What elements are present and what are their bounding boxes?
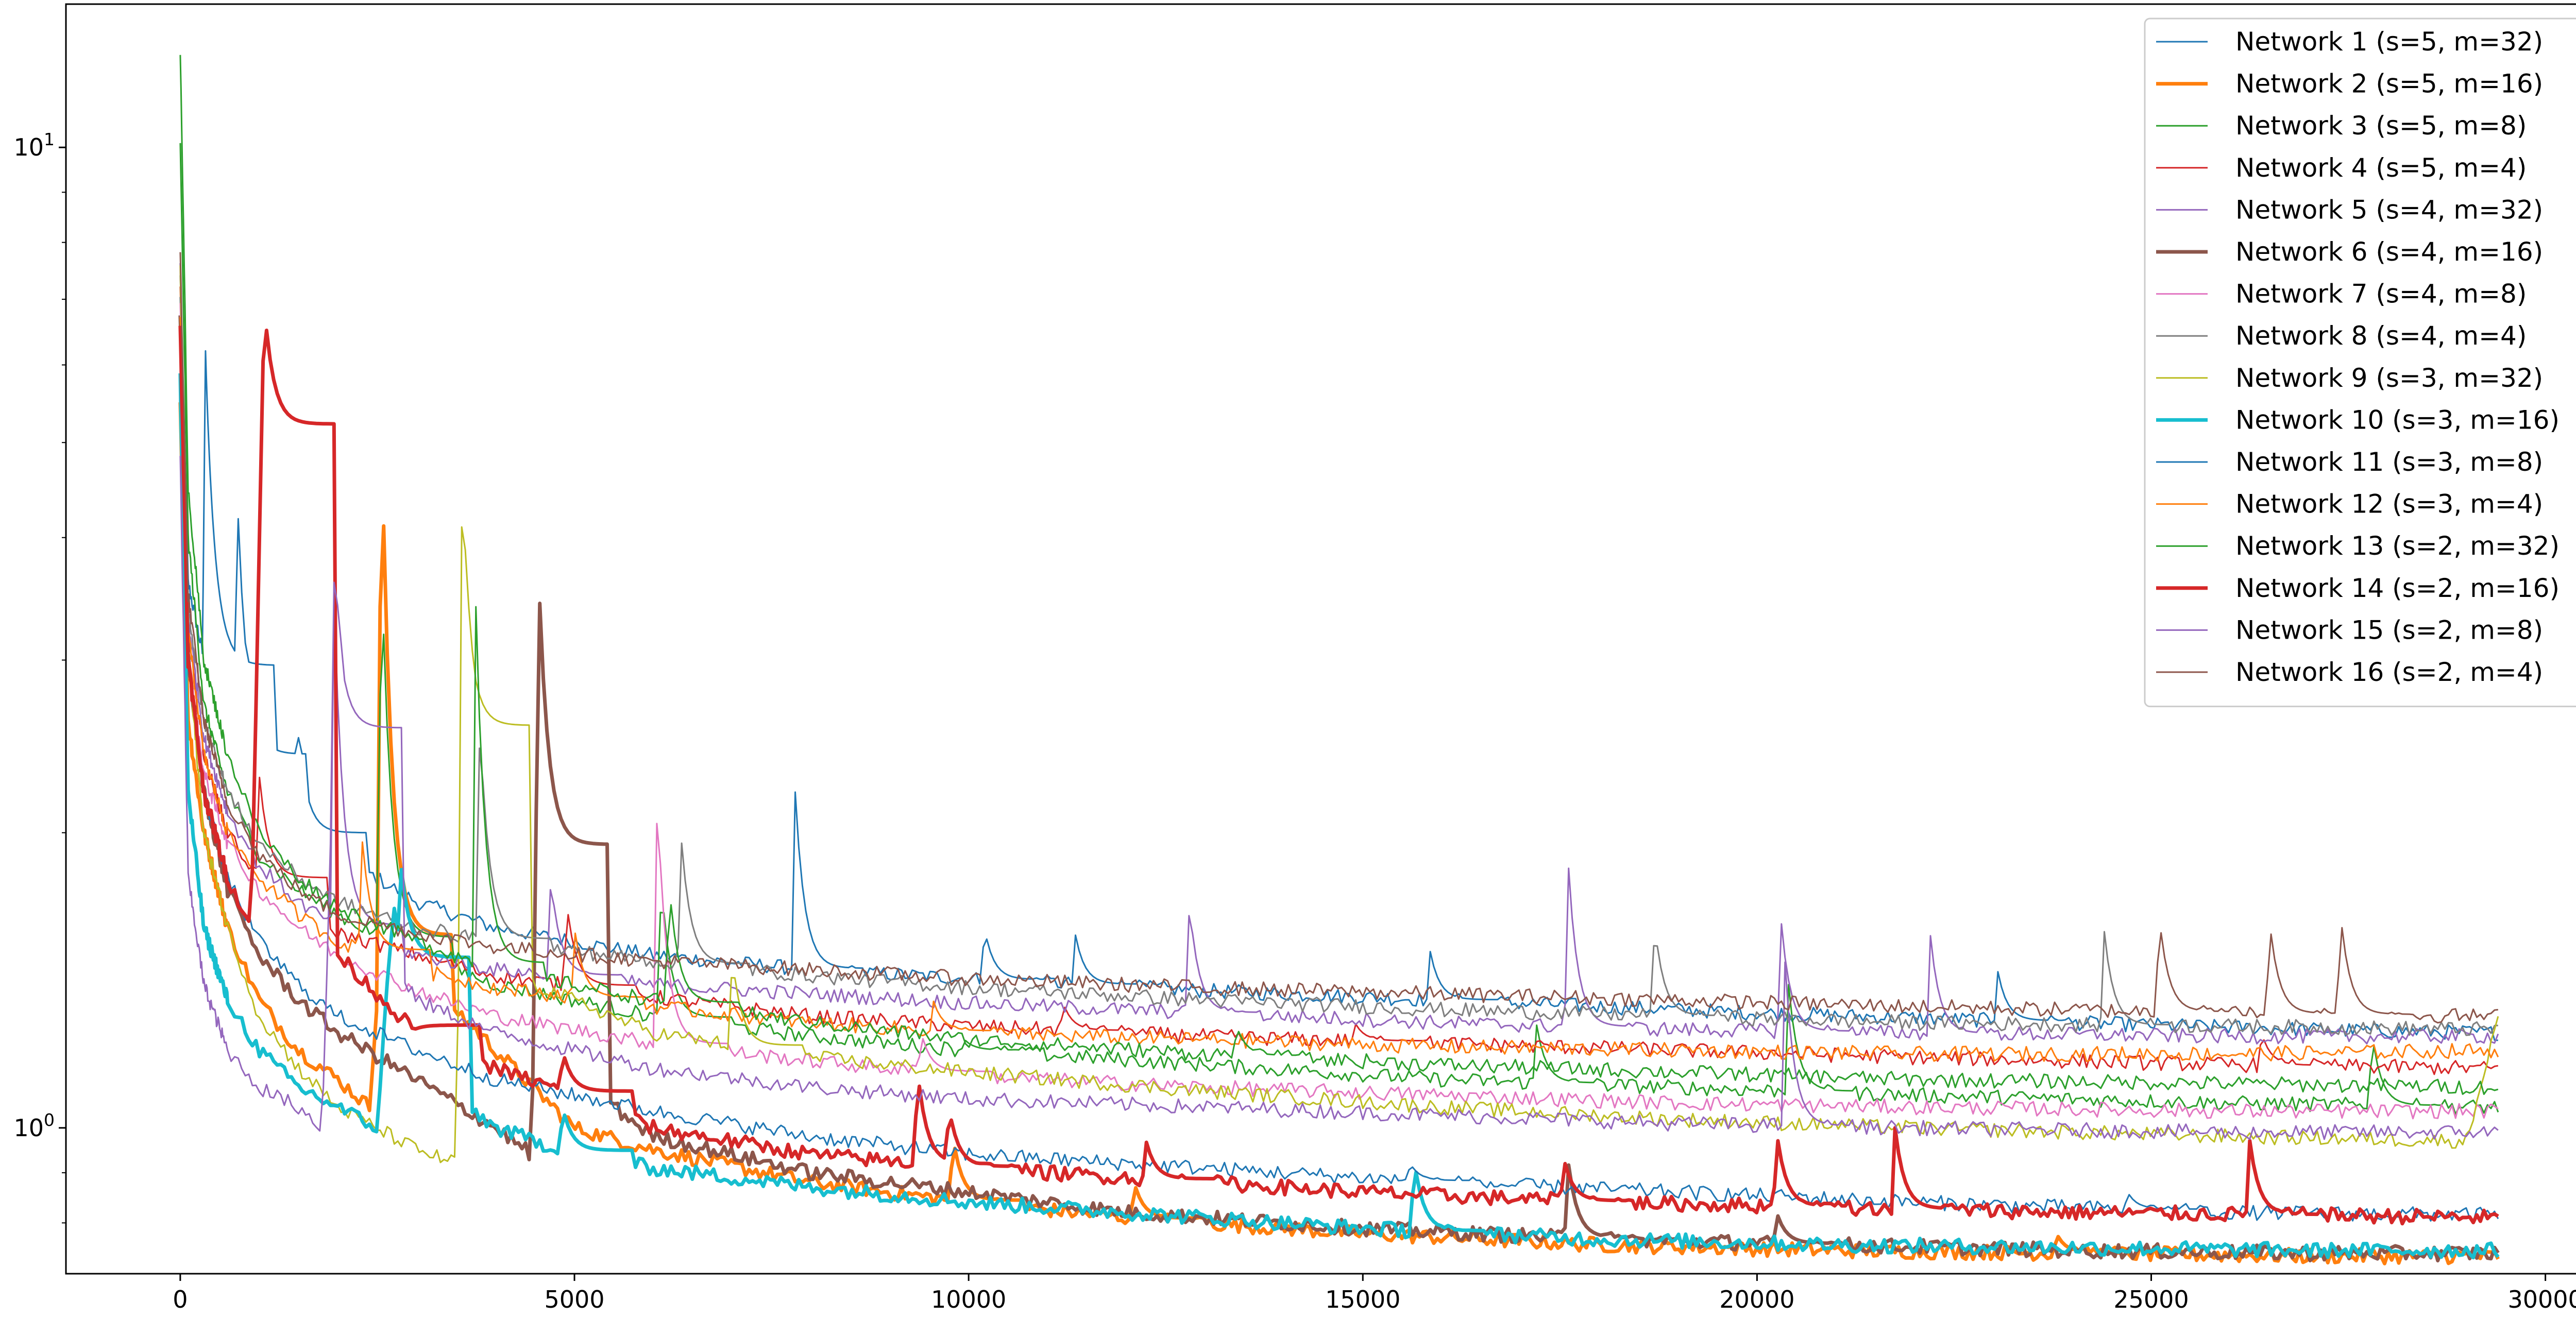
- legend-label: Network 16 (s=2, m=4): [2235, 657, 2543, 687]
- legend-label: Network 13 (s=2, m=32): [2235, 531, 2560, 561]
- legend-label: Network 7 (s=4, m=8): [2235, 279, 2527, 309]
- legend-label: Network 9 (s=3, m=32): [2235, 363, 2543, 393]
- y-tick-label: 101: [13, 129, 55, 161]
- series-line-11: [179, 329, 2499, 1223]
- series-line-6: [178, 315, 2500, 1263]
- axis-ticks: 0 5000 10000 15000 20000 25000 30000 100 101: [13, 129, 2576, 1313]
- x-tick-label: 15000: [1325, 1286, 1400, 1313]
- series-line-14: [178, 326, 2499, 1226]
- x-tick-label: 10000: [931, 1286, 1006, 1313]
- series-line-7: [179, 303, 2499, 1120]
- legend-label: Network 10 (s=3, m=16): [2235, 405, 2560, 435]
- legend-label: Network 5 (s=4, m=32): [2235, 195, 2543, 225]
- x-tick-label: 30000: [2507, 1286, 2576, 1313]
- plot-frame: [65, 3, 2576, 1275]
- x-tick-label: 20000: [1719, 1286, 1794, 1313]
- series-line-16: [179, 252, 2498, 1024]
- legend-label: Network 2 (s=5, m=16): [2235, 69, 2543, 99]
- legend-label: Network 14 (s=2, m=16): [2235, 573, 2560, 603]
- legend-label: Network 1 (s=5, m=32): [2235, 27, 2543, 57]
- legend-label: Network 4 (s=5, m=4): [2235, 153, 2527, 183]
- series-lines: [178, 55, 2500, 1265]
- legend-label: Network 8 (s=4, m=4): [2235, 321, 2527, 351]
- legend-label: Network 12 (s=3, m=4): [2235, 489, 2543, 519]
- series-line-12: [179, 317, 2499, 1063]
- series-line-9: [179, 265, 2499, 1163]
- legend: Network 1 (s=5, m=32) Network 2 (s=5, m=1…: [2144, 18, 2576, 708]
- y-tick-label: 100: [13, 1110, 55, 1142]
- x-tick-label: 5000: [544, 1286, 604, 1313]
- legend-box: [2144, 18, 2576, 708]
- legend-label: Network 15 (s=2, m=8): [2235, 615, 2543, 645]
- series-line-15: [179, 456, 2499, 1140]
- series-line-8: [179, 275, 2498, 1036]
- x-tick-label: 0: [173, 1286, 188, 1313]
- series-line-5: [179, 263, 2499, 1045]
- series-line-13: [179, 55, 2499, 1095]
- legend-label: Network 6 (s=4, m=16): [2235, 237, 2543, 267]
- legend-label: Network 3 (s=5, m=8): [2235, 111, 2527, 141]
- series-line-10: [178, 373, 2500, 1260]
- legend-label: Network 11 (s=3, m=8): [2235, 447, 2543, 477]
- series-line-4: [179, 286, 2499, 1075]
- x-tick-label: 25000: [2113, 1286, 2189, 1313]
